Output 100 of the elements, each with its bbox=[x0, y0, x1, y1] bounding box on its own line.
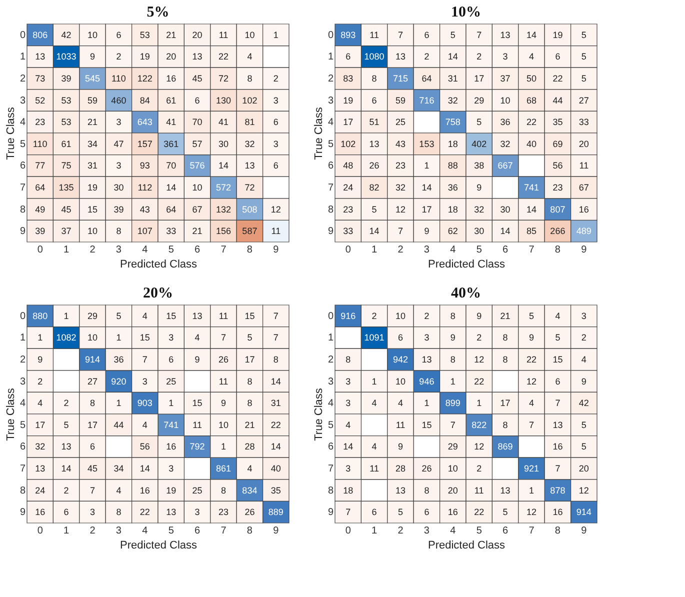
data-label: 572 bbox=[216, 182, 232, 192]
data-label: 9 bbox=[38, 354, 43, 364]
data-label: 16 bbox=[140, 485, 150, 496]
data-label: 59 bbox=[87, 95, 98, 106]
data-label: 16 bbox=[578, 204, 589, 214]
data-label: 7 bbox=[346, 507, 351, 518]
data-label: 587 bbox=[242, 226, 258, 236]
data-label: 7 bbox=[142, 354, 148, 364]
data-label: 23 bbox=[552, 182, 563, 192]
x-tick-label: 3 bbox=[424, 244, 430, 256]
data-label: 6 bbox=[116, 30, 122, 40]
data-label: 22 bbox=[218, 52, 229, 62]
x-tick-label: 2 bbox=[398, 244, 404, 256]
y-tick-label: 5 bbox=[328, 138, 334, 150]
data-label: 5 bbox=[398, 507, 404, 518]
data-label: 2 bbox=[424, 310, 430, 321]
data-label: 16 bbox=[552, 442, 563, 452]
data-label: 81 bbox=[244, 117, 255, 128]
data-label: 77 bbox=[35, 160, 46, 171]
data-label: 10 bbox=[244, 30, 255, 40]
data-label: 4 bbox=[38, 398, 43, 408]
data-label: 16 bbox=[166, 74, 176, 84]
data-label: 31 bbox=[448, 74, 458, 84]
y-tick-label: 1 bbox=[20, 52, 26, 63]
data-label: 56 bbox=[140, 442, 150, 452]
data-label: 14 bbox=[61, 464, 72, 474]
data-label: 8 bbox=[220, 485, 226, 496]
data-label: 716 bbox=[419, 95, 434, 106]
data-label: 9 bbox=[476, 182, 482, 192]
data-label: 880 bbox=[32, 310, 48, 321]
data-label: 13 bbox=[500, 30, 510, 40]
data-label: 17 bbox=[474, 74, 484, 84]
y-tick-label: 7 bbox=[20, 182, 26, 194]
x-tick-label: 1 bbox=[372, 244, 378, 256]
x-tick-label: 5 bbox=[168, 244, 174, 256]
data-label: 19 bbox=[87, 182, 98, 192]
data-label: 14 bbox=[500, 226, 510, 236]
data-label: 4 bbox=[142, 310, 148, 321]
data-label: 18 bbox=[343, 485, 354, 496]
data-label: 57 bbox=[192, 138, 202, 149]
data-label: 3 bbox=[116, 117, 122, 128]
data-label: 5 bbox=[581, 74, 586, 84]
data-label: 17 bbox=[500, 398, 510, 408]
data-label: 73 bbox=[35, 74, 46, 84]
x-tick-label: 4 bbox=[450, 244, 456, 256]
data-label: 12 bbox=[578, 485, 589, 496]
data-label: 41 bbox=[218, 117, 229, 128]
data-label: 43 bbox=[140, 204, 150, 214]
data-label: 822 bbox=[472, 420, 487, 430]
data-label: 3 bbox=[273, 138, 278, 149]
data-label: 878 bbox=[550, 485, 566, 496]
x-tick-label: 8 bbox=[246, 526, 253, 536]
y-tick-label: 7 bbox=[328, 182, 334, 194]
data-label: 53 bbox=[140, 30, 150, 40]
data-label: 23 bbox=[343, 204, 354, 214]
data-label: 4 bbox=[372, 442, 377, 452]
data-label: 29 bbox=[448, 442, 458, 452]
data-label: 14 bbox=[140, 464, 150, 474]
data-label: 8 bbox=[247, 376, 252, 386]
data-label: 6 bbox=[555, 376, 560, 386]
data-label: 68 bbox=[526, 95, 537, 106]
data-label: 122 bbox=[137, 74, 152, 84]
x-axis-title: Predicted Class bbox=[428, 258, 506, 270]
data-label: 72 bbox=[218, 74, 229, 84]
data-label: 7 bbox=[90, 485, 96, 496]
data-label: 25 bbox=[166, 376, 176, 386]
x-tick-label: 0 bbox=[345, 526, 352, 536]
data-label: 42 bbox=[578, 398, 589, 408]
y-tick-label: 8 bbox=[20, 204, 26, 216]
x-tick-label: 2 bbox=[398, 526, 404, 536]
data-label: 5 bbox=[476, 117, 482, 128]
data-label: 45 bbox=[61, 204, 72, 214]
data-label: 26 bbox=[422, 464, 432, 474]
data-label: 10 bbox=[395, 376, 406, 386]
data-label: 32 bbox=[244, 138, 255, 149]
data-label: 112 bbox=[138, 182, 152, 192]
data-label: 33 bbox=[578, 117, 589, 128]
x-tick-label: 1 bbox=[64, 244, 70, 256]
x-tick-label: 9 bbox=[273, 244, 280, 256]
x-tick-label: 4 bbox=[142, 244, 148, 256]
data-label: 8 bbox=[502, 354, 508, 364]
data-label: 13 bbox=[192, 52, 202, 62]
data-label: 4 bbox=[581, 354, 586, 364]
data-label: 11 bbox=[579, 160, 589, 171]
data-label: 30 bbox=[218, 138, 229, 149]
data-label: 9 bbox=[424, 226, 430, 236]
data-label: 361 bbox=[164, 138, 179, 149]
data-label: 35 bbox=[270, 485, 281, 496]
data-label: 12 bbox=[526, 376, 537, 386]
data-label: 15 bbox=[166, 310, 176, 321]
x-tick-label: 6 bbox=[502, 526, 509, 536]
data-label: 13 bbox=[552, 420, 563, 430]
data-label: 12 bbox=[395, 204, 406, 214]
data-label: 22 bbox=[552, 74, 563, 84]
y-tick-label: 2 bbox=[328, 354, 334, 366]
data-label: 88 bbox=[448, 160, 458, 171]
data-label: 93 bbox=[140, 160, 150, 171]
data-label: 69 bbox=[552, 138, 563, 149]
data-label: 29 bbox=[87, 310, 98, 321]
data-label: 11 bbox=[218, 310, 228, 321]
